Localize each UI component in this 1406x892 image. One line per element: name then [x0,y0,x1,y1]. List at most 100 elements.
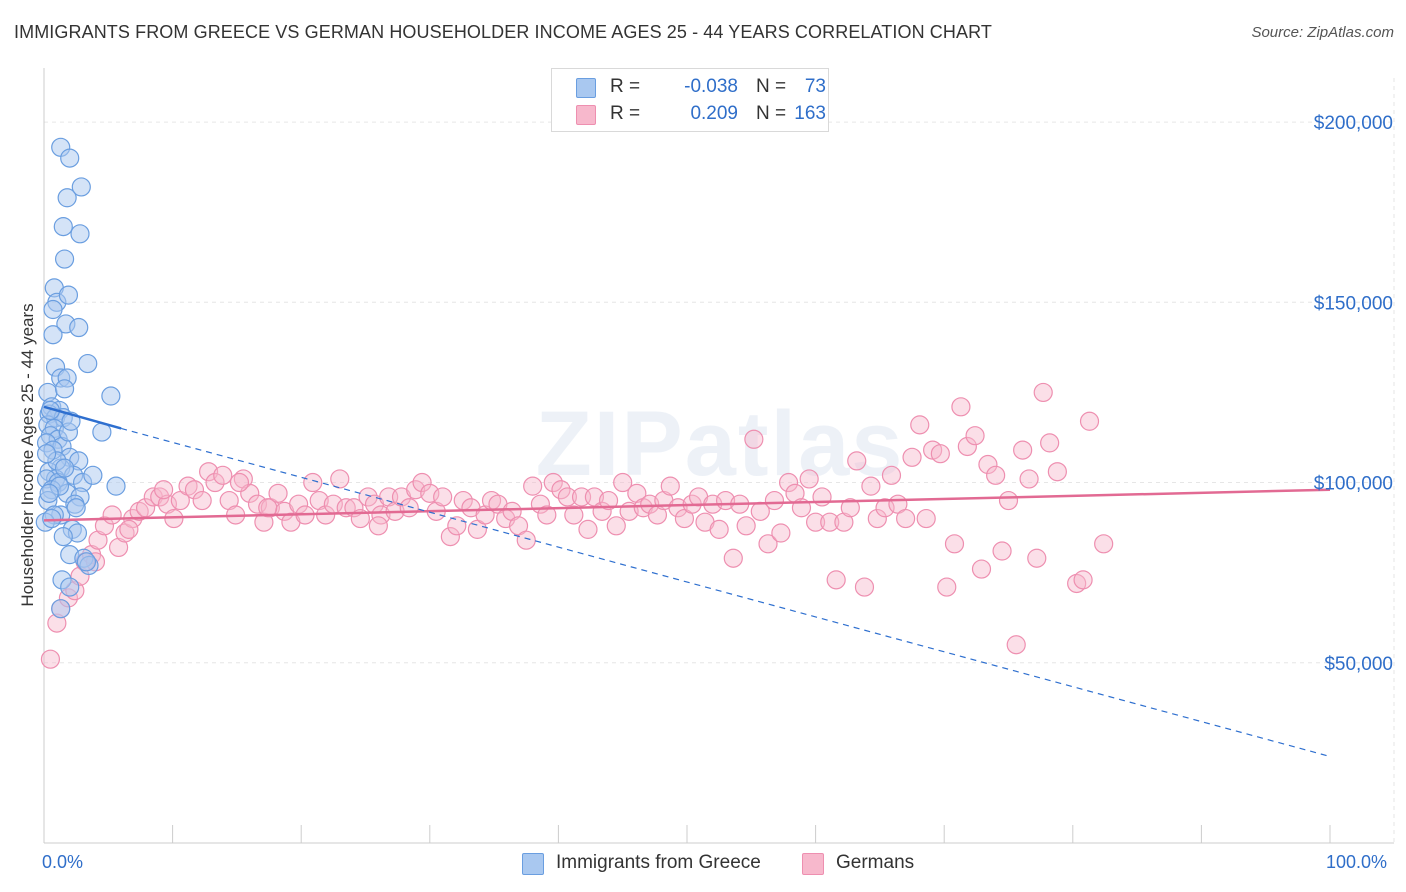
germans-point [613,472,633,493]
greece-point [54,458,75,478]
germans-point [992,541,1012,561]
greece-point [101,386,121,406]
greece-swatch [576,78,596,98]
germans-points [40,382,1114,669]
germans-point [998,490,1019,511]
germans-point [229,472,250,493]
germans-point [102,505,122,525]
germans-point [1019,469,1039,489]
legend-n-label: N = [756,76,787,97]
germans-point [971,559,992,579]
germans-point [303,472,323,493]
y-tick-label: $50,000 [1324,654,1393,675]
germans-point [820,512,840,532]
germans-point [1027,548,1047,568]
germans-point [578,519,598,539]
germans-point [551,480,571,500]
greece-point [39,483,59,503]
germans-point [119,519,139,539]
germans-point [543,472,563,493]
greece-point [66,498,86,518]
germans-point [723,548,743,568]
germans-point [910,415,930,435]
legend-n-value: 73 [804,76,826,97]
greece-point [83,465,103,485]
legend-r-label: R = [610,76,641,97]
germans-point [1073,570,1093,590]
germans-point [758,534,778,554]
germans-point [805,512,826,532]
x-tick-label-min: 0.0% [42,852,84,872]
y-tick-label: $150,000 [1314,293,1393,314]
y-tick-labels: $50,000 $100,000 $150,000 $200,000 [1314,113,1393,675]
greece-point [76,552,97,572]
germans-point [153,480,174,500]
greece-point [58,285,79,305]
source-credit: Source: ZipAtlas.com [1251,24,1394,41]
germans-point [184,480,205,500]
greece-point [70,224,90,244]
germans-point [94,516,115,536]
watermark: ZIPatlas [536,393,905,495]
greece-points [35,137,126,619]
bottom-legend-label: Germans [836,852,915,873]
greece-point [60,577,80,597]
greece-point [53,527,73,547]
germans-point [1040,433,1060,453]
legend-r-label: R = [610,103,641,124]
greece-point [78,353,98,374]
germans-point [896,508,916,529]
germans-point [881,465,902,485]
germans-point [258,498,278,518]
germans-point [606,516,626,536]
germans-point [192,490,212,511]
germans-point [764,490,785,511]
greece-point [60,148,80,168]
germans-point [358,487,378,507]
germans-point [557,487,578,507]
germans-point [564,505,584,525]
y-tick-label: $100,000 [1314,474,1393,495]
trend-lines [43,405,1331,758]
greece-point [54,379,75,399]
germans-point [944,534,965,554]
germans-point [640,494,660,514]
chart-title: IMMIGRANTS FROM GREECE VS GERMAN HOUSEHO… [14,22,992,42]
greece-point [106,476,126,496]
germans-point [440,527,460,547]
greece-point [71,177,91,197]
bottom-legend-label: Immigrants from Greece [556,852,761,873]
greece-swatch [522,853,544,875]
germans-point [537,505,557,525]
germans-point [840,498,860,518]
germans-point [744,429,764,449]
y-tick-label: $200,000 [1314,113,1393,134]
germans-point [854,577,875,597]
germans-point [778,472,799,493]
greece-point [36,444,57,464]
germans-swatch [576,105,596,125]
germans-point [709,519,729,539]
legend-r-value: 0.209 [690,103,738,124]
germans-point [1094,534,1114,554]
germans-point [1006,635,1026,655]
greece-point [57,188,77,208]
greece-point [42,508,62,529]
legend-r-value: -0.038 [684,76,738,97]
germans-point [523,476,543,496]
germans-point [957,436,977,457]
germans-point [736,516,756,536]
germans-trend-line [43,488,1331,522]
x-tick-label-max: 100.0% [1326,852,1388,872]
germans-point [178,476,198,496]
germans-point [847,451,867,471]
germans-point [902,447,922,467]
germans-point [771,523,791,543]
germans-point [213,465,233,485]
germans-point [1033,382,1053,403]
germans-point [330,469,350,489]
germans-point [412,472,432,493]
germans-point [951,397,971,417]
germans-point [916,508,936,529]
germans-point [799,469,819,489]
